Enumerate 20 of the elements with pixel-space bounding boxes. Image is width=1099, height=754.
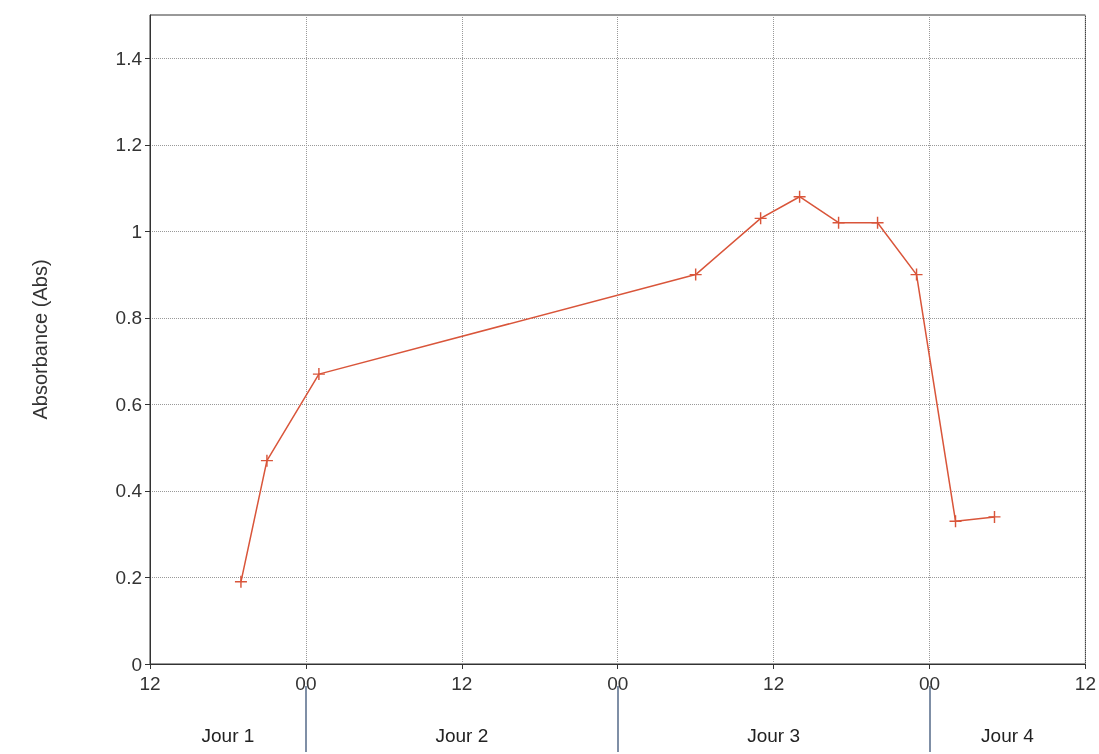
y-tick-label: 0 [131, 653, 142, 675]
x-tick-label: 00 [295, 673, 317, 694]
x-tick-label: 12 [1074, 673, 1096, 694]
x-tick-label: 12 [139, 673, 161, 694]
y-tick-label: 0.6 [115, 393, 142, 415]
x-tick-label: 00 [918, 673, 941, 694]
text: Jour 3 [747, 725, 801, 746]
y-tick-label: 0.4 [115, 480, 143, 502]
y-tick-label: 0.8 [115, 307, 142, 329]
y-tick-label: 1.4 [115, 47, 143, 69]
text: Jour 4 [981, 725, 1035, 746]
y-tick-label: 1 [131, 220, 142, 242]
x-tick-label: 00 [607, 673, 629, 694]
x-tick-label: 12 [451, 673, 473, 694]
y-tick-label: 1.2 [115, 134, 142, 156]
y-axis-title: Absorbance (Abs) [29, 259, 51, 420]
text: Jour 1 [201, 725, 255, 746]
y-tick-label: 0.2 [115, 566, 142, 588]
x-tick-label: 12 [763, 673, 785, 694]
text: Jour 2 [435, 725, 489, 746]
